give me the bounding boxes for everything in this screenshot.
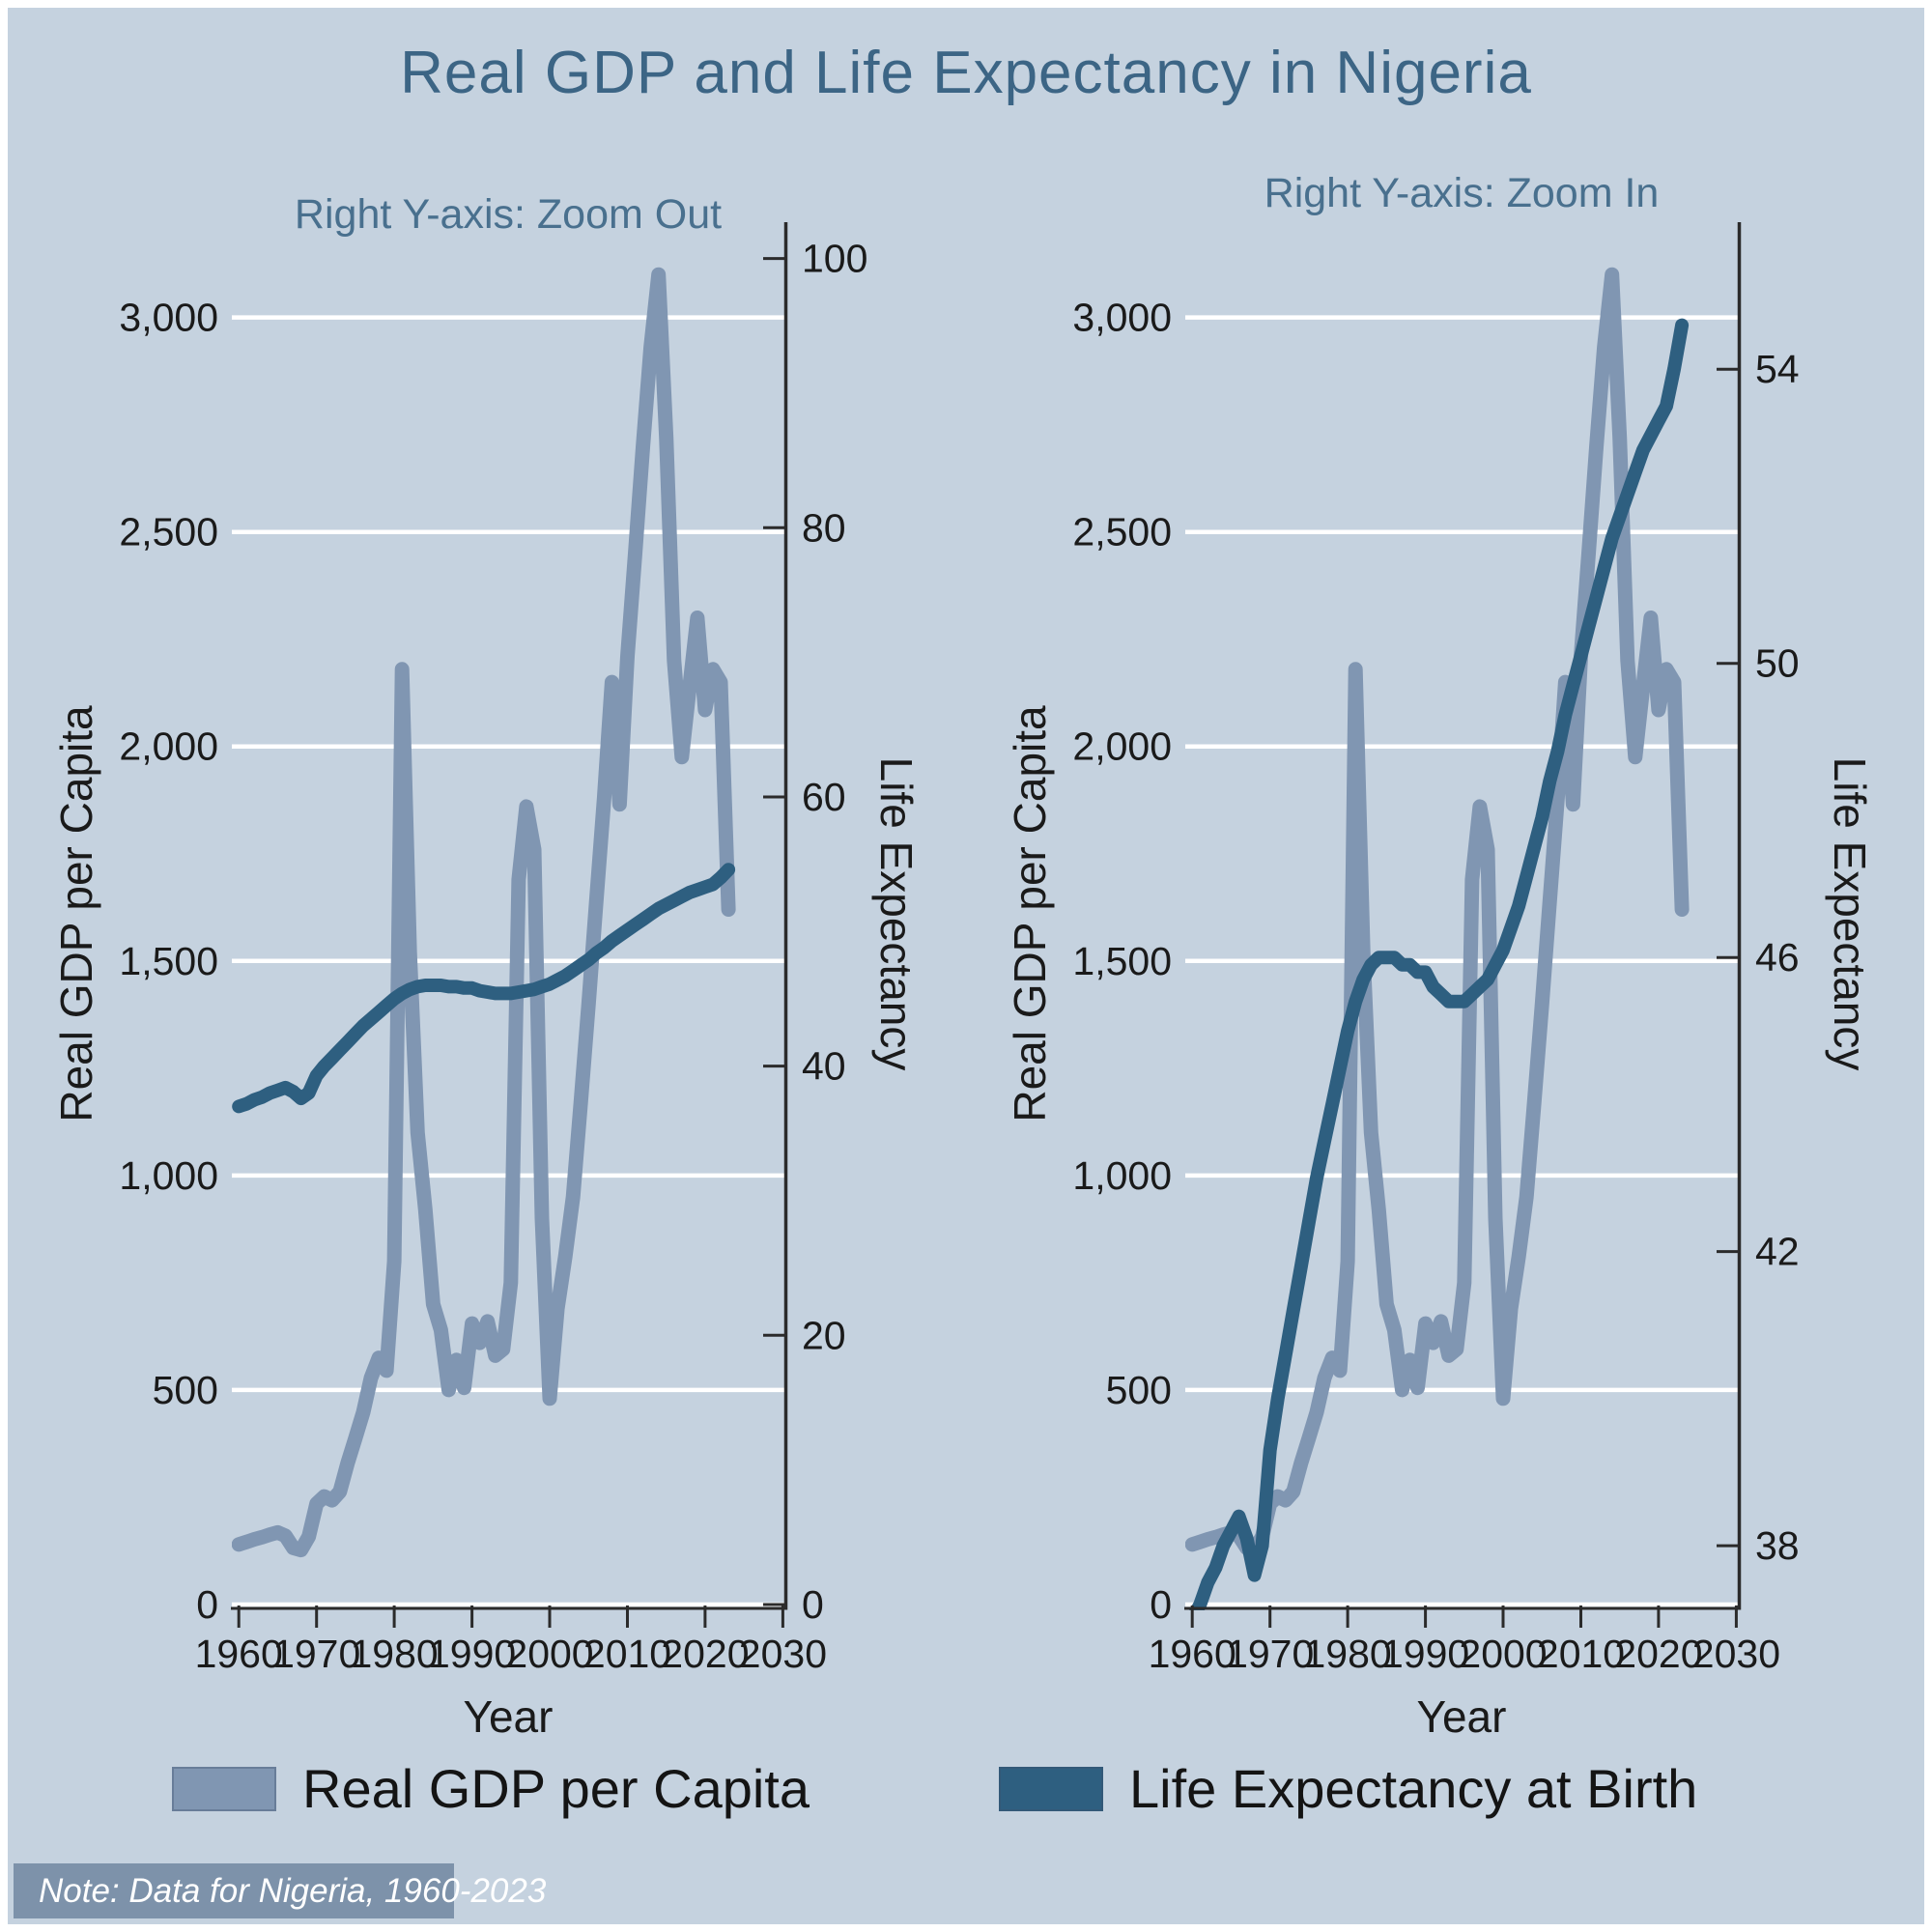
svg-text:38: 38 (1755, 1523, 1800, 1568)
life-legend-swatch (999, 1767, 1103, 1811)
svg-text:2,000: 2,000 (1072, 724, 1172, 769)
gdp-legend-swatch (172, 1767, 276, 1811)
svg-text:40: 40 (802, 1044, 846, 1089)
svg-text:Life Expectancy: Life Expectancy (871, 757, 922, 1071)
svg-text:2020: 2020 (661, 1632, 749, 1676)
right-chart-subtitle: Right Y-axis: Zoom In (1264, 170, 1660, 216)
svg-text:2010: 2010 (583, 1632, 671, 1676)
life-legend-label: Life Expectancy at Birth (1129, 1758, 1698, 1819)
svg-text:1990: 1990 (1381, 1632, 1469, 1676)
svg-text:Life Expectancy: Life Expectancy (1825, 757, 1875, 1071)
svg-text:1960: 1960 (1149, 1632, 1236, 1676)
svg-text:0: 0 (802, 1582, 824, 1627)
svg-text:500: 500 (153, 1368, 218, 1412)
svg-text:20: 20 (802, 1313, 846, 1357)
svg-text:500: 500 (1106, 1368, 1172, 1412)
svg-text:60: 60 (802, 775, 846, 819)
figure-title: Real GDP and Life Expectancy in Nigeria (400, 40, 1532, 106)
svg-text:46: 46 (1755, 935, 1800, 980)
svg-text:2,000: 2,000 (119, 724, 218, 769)
svg-text:100: 100 (802, 237, 867, 281)
svg-text:1970: 1970 (1226, 1632, 1314, 1676)
svg-text:2,500: 2,500 (119, 510, 218, 554)
svg-text:2,500: 2,500 (1072, 510, 1172, 554)
svg-text:1980: 1980 (350, 1632, 438, 1676)
svg-text:2020: 2020 (1614, 1632, 1702, 1676)
svg-text:Year: Year (464, 1691, 554, 1742)
svg-text:0: 0 (1150, 1582, 1172, 1627)
svg-text:80: 80 (802, 505, 846, 550)
gdp-legend-label: Real GDP per Capita (302, 1758, 810, 1819)
svg-text:2000: 2000 (505, 1632, 593, 1676)
svg-text:Year: Year (1417, 1691, 1507, 1742)
svg-text:1,500: 1,500 (119, 939, 218, 983)
note-box: Note: Data for Nigeria, 1960-2023 (14, 1863, 546, 1918)
svg-text:1980: 1980 (1303, 1632, 1391, 1676)
svg-text:1,500: 1,500 (1072, 939, 1172, 983)
left-chart-subtitle: Right Y-axis: Zoom Out (294, 191, 723, 238)
svg-text:1,000: 1,000 (119, 1153, 218, 1198)
svg-text:2000: 2000 (1459, 1632, 1547, 1676)
svg-text:1970: 1970 (272, 1632, 360, 1676)
svg-text:2030: 2030 (1692, 1632, 1780, 1676)
svg-text:42: 42 (1755, 1230, 1800, 1274)
legend: Real GDP per Capita Life Expectancy at B… (0, 1762, 1932, 1820)
svg-text:2030: 2030 (739, 1632, 827, 1676)
svg-text:2010: 2010 (1537, 1632, 1625, 1676)
svg-text:50: 50 (1755, 641, 1800, 686)
svg-text:Real GDP per Capita: Real GDP per Capita (51, 705, 101, 1122)
legend-item-life: Life Expectancy at Birth (999, 1762, 1697, 1816)
svg-text:1990: 1990 (428, 1632, 516, 1676)
legend-item-gdp: Real GDP per Capita (172, 1762, 810, 1816)
svg-text:3,000: 3,000 (119, 296, 218, 340)
svg-text:54: 54 (1755, 347, 1800, 391)
svg-text:3,000: 3,000 (1072, 296, 1172, 340)
svg-text:0: 0 (196, 1582, 218, 1627)
svg-text:1,000: 1,000 (1072, 1153, 1172, 1198)
svg-text:Real GDP per Capita: Real GDP per Capita (1005, 705, 1055, 1122)
note-text: Note: Data for Nigeria, 1960-2023 (39, 1871, 547, 1910)
svg-text:1960: 1960 (195, 1632, 283, 1676)
